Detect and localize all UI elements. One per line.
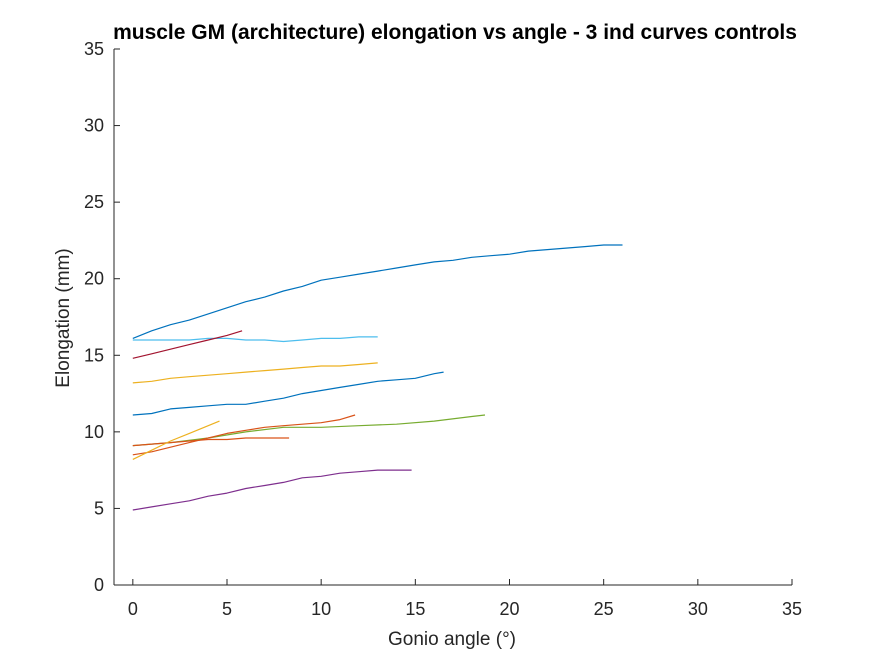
y-tick-label: 20 [84, 269, 104, 289]
x-axis-label: Gonio angle (°) [388, 629, 516, 650]
y-tick-label: 15 [84, 345, 104, 365]
series-line-2 [132, 336, 378, 343]
series-line-7 [132, 414, 356, 456]
y-tick-label: 25 [84, 192, 104, 212]
x-tick-label: 5 [222, 599, 232, 619]
y-tick-label: 30 [84, 116, 104, 136]
x-tick-label: 0 [128, 599, 138, 619]
x-tick-label: 15 [405, 599, 425, 619]
y-tick-label: 35 [84, 39, 104, 59]
y-tick-label: 0 [94, 575, 104, 595]
series-line-1 [132, 244, 623, 339]
series-line-4 [132, 362, 378, 384]
y-axis-label: Elongation (mm) [53, 248, 74, 387]
series-line-9 [132, 420, 220, 460]
plot-area: 0 5 10 15 20 25 30 35 0 5 10 15 20 25 30 35 [84, 39, 802, 619]
x-tick-label: 10 [311, 599, 331, 619]
x-tick-label: 25 [594, 599, 614, 619]
x-tick-label: 20 [499, 599, 519, 619]
x-tick-label: 30 [688, 599, 708, 619]
series-line-3 [132, 330, 243, 359]
x-tick-label: 35 [782, 599, 802, 619]
chart-title: muscle GM (architecture) elongation vs a… [113, 21, 797, 44]
y-tick-label: 10 [84, 422, 104, 442]
series-line-8 [132, 437, 290, 447]
series-line-5 [132, 371, 444, 416]
y-tick-label: 5 [94, 498, 104, 518]
series-line-6 [132, 414, 486, 447]
series-line-10 [132, 469, 412, 511]
